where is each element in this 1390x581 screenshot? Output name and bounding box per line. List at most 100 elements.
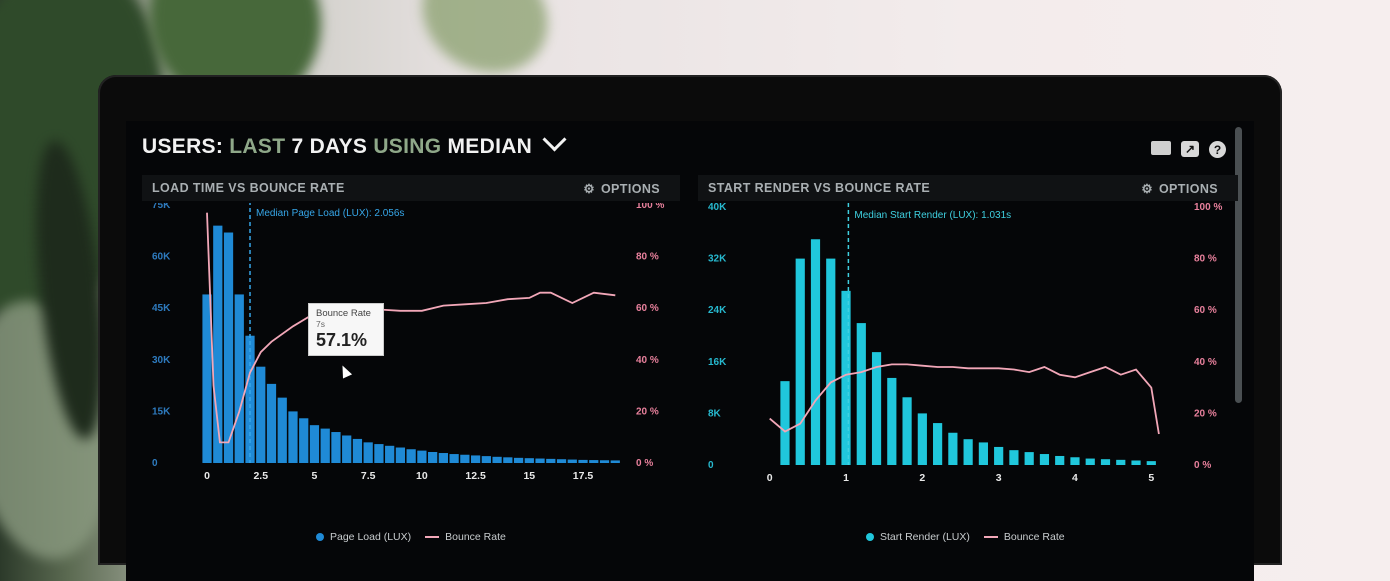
x-tick-label: 7.5 — [361, 470, 376, 482]
chart-bar — [385, 445, 395, 463]
chart-bar — [256, 366, 266, 463]
x-tick-label: 2.5 — [253, 470, 268, 482]
chart-bar — [492, 456, 502, 463]
y-tick-label-right: 20 % — [1194, 408, 1217, 419]
y-tick-label-left: 32K — [708, 254, 727, 265]
chart-tooltip: Bounce Rate 7s 57.1% — [308, 303, 384, 356]
chart-legend: Start Render (LUX) Bounce Rate — [866, 531, 1065, 543]
chart-bar — [963, 439, 973, 465]
chart-bar — [1131, 460, 1141, 465]
chart-bar — [438, 453, 448, 463]
options-label: OPTIONS — [600, 181, 660, 196]
chart-bar — [1070, 457, 1080, 465]
x-tick-label: 0 — [767, 472, 773, 484]
laptop-bezel: USERS: LAST 7 DAYS USING MEDIAN ↗ ? LOAD… — [98, 75, 1282, 581]
chart-bar — [917, 413, 927, 465]
chart-bar — [449, 454, 459, 463]
legend-swatch — [316, 533, 324, 542]
chart-bar — [1039, 454, 1050, 465]
chart-bar — [780, 381, 790, 465]
chart-load-time: 0 15K 30K 45K 60K 75K 0 % 20 % 40 % 60 % 80 % 100 %… — [152, 203, 664, 482]
x-tick-label: 12.5 — [465, 470, 486, 482]
legend-item-start-render[interactable]: Start Render (LUX) — [866, 531, 970, 543]
chart-bar — [266, 383, 277, 463]
panel-title: LOAD TIME VS BOUNCE RATE — [152, 181, 345, 195]
legend-swatch — [425, 536, 440, 539]
chart-bar — [948, 432, 958, 465]
legend-item-bounce-rate[interactable]: Bounce Rate — [983, 531, 1065, 543]
chart-bar — [826, 258, 836, 465]
chart-bar — [1024, 452, 1034, 465]
chart-bar — [795, 258, 805, 465]
options-button[interactable]: ⚙ OPTIONS — [1141, 181, 1218, 196]
y-tick-label-right: 100 % — [1194, 203, 1222, 213]
chart-bar — [546, 458, 556, 463]
chart-bar — [578, 459, 588, 463]
options-button[interactable]: ⚙ OPTIONS — [583, 181, 660, 196]
y-tick-label-left: 45K — [152, 303, 171, 314]
y-tick-label-left: 30K — [152, 355, 171, 366]
legend-label: Bounce Rate — [445, 531, 506, 543]
chart-bar — [331, 432, 341, 463]
chart-panel-load-time: LOAD TIME VS BOUNCE RATE ⚙ OPTIONS 0 15K 30… — [142, 175, 680, 551]
y-tick-label-left: 8K — [708, 408, 722, 419]
chart-bar — [395, 447, 406, 463]
chart-bar — [223, 232, 234, 463]
y-tick-label-right: 0 % — [636, 458, 653, 469]
chart-bar — [556, 459, 567, 463]
y-tick-label-right: 80 % — [636, 252, 659, 263]
chart-bar — [460, 454, 470, 463]
legend-label: Page Load (LUX) — [330, 531, 412, 543]
chart-start-render: 0 8K 16K 24K 32K 40K 0 % 20 % 40 % 60 % 80 % 100 % 0… — [708, 203, 1222, 484]
chart-bar — [1100, 459, 1111, 465]
y-tick-label-right: 0 % — [1194, 460, 1211, 471]
chart-bar — [524, 458, 534, 463]
monitor-icon[interactable] — [1151, 141, 1171, 155]
chart-bar — [309, 425, 320, 463]
title-median: MEDIAN — [447, 135, 533, 158]
chart-panel-start-render: START RENDER VS BOUNCE RATE ⚙ OPTIONS 0 8K… — [698, 175, 1238, 551]
x-tick-label: 17.5 — [573, 470, 594, 482]
legend-swatch — [866, 533, 874, 542]
title-users: USERS: — [142, 135, 224, 158]
panel-header: LOAD TIME VS BOUNCE RATE ⚙ OPTIONS — [142, 175, 680, 201]
y-tick-label-right: 60 % — [1194, 305, 1217, 316]
chart-bar — [481, 456, 491, 463]
chart-bar — [277, 397, 287, 463]
dashboard-title[interactable]: USERS: LAST 7 DAYS USING MEDIAN — [142, 127, 567, 159]
dashboard-screen: USERS: LAST 7 DAYS USING MEDIAN ↗ ? LOAD… — [126, 121, 1254, 581]
chart-bar — [978, 442, 988, 465]
title-using: USING — [373, 135, 442, 158]
chart-bar — [352, 438, 363, 463]
legend-item-page-load[interactable]: Page Load (LUX) — [316, 531, 411, 543]
x-tick-label: 1 — [843, 472, 849, 484]
chart-legend: Page Load (LUX) Bounce Rate — [316, 531, 506, 543]
chart-bar — [871, 352, 882, 465]
median-label: Median Start Render (LUX): 1.031s — [854, 210, 1011, 221]
y-tick-label-right: 40 % — [1194, 357, 1217, 368]
chart-bar — [589, 460, 599, 463]
x-tick-label: 5 — [1148, 472, 1154, 484]
help-icon[interactable]: ? — [1209, 141, 1226, 158]
bounce-rate-line — [769, 363, 1160, 435]
gear-icon: ⚙ — [583, 181, 595, 196]
chart-bar — [567, 459, 577, 463]
chart-bar — [610, 460, 620, 463]
chart-bar — [933, 423, 943, 465]
x-tick-label: 15 — [523, 470, 535, 482]
legend-item-bounce-rate[interactable]: Bounce Rate — [425, 531, 506, 543]
y-tick-label-right: 80 % — [1194, 254, 1217, 265]
share-icon[interactable]: ↗ — [1181, 141, 1199, 157]
chart-bar — [213, 225, 223, 463]
legend-label: Bounce Rate — [1003, 531, 1065, 543]
tooltip-sub: 7s — [316, 319, 325, 329]
chevron-down-icon[interactable] — [542, 127, 567, 152]
y-tick-label-left: 15K — [152, 406, 171, 417]
scrollbar[interactable] — [1235, 127, 1242, 403]
title-last: LAST — [229, 135, 286, 158]
y-tick-label-left: 0 — [708, 460, 714, 471]
chart-bar — [320, 428, 330, 463]
y-tick-label-right: 100 % — [636, 203, 664, 211]
y-tick-label-left: 40K — [708, 203, 727, 213]
chart-bar — [535, 458, 545, 463]
